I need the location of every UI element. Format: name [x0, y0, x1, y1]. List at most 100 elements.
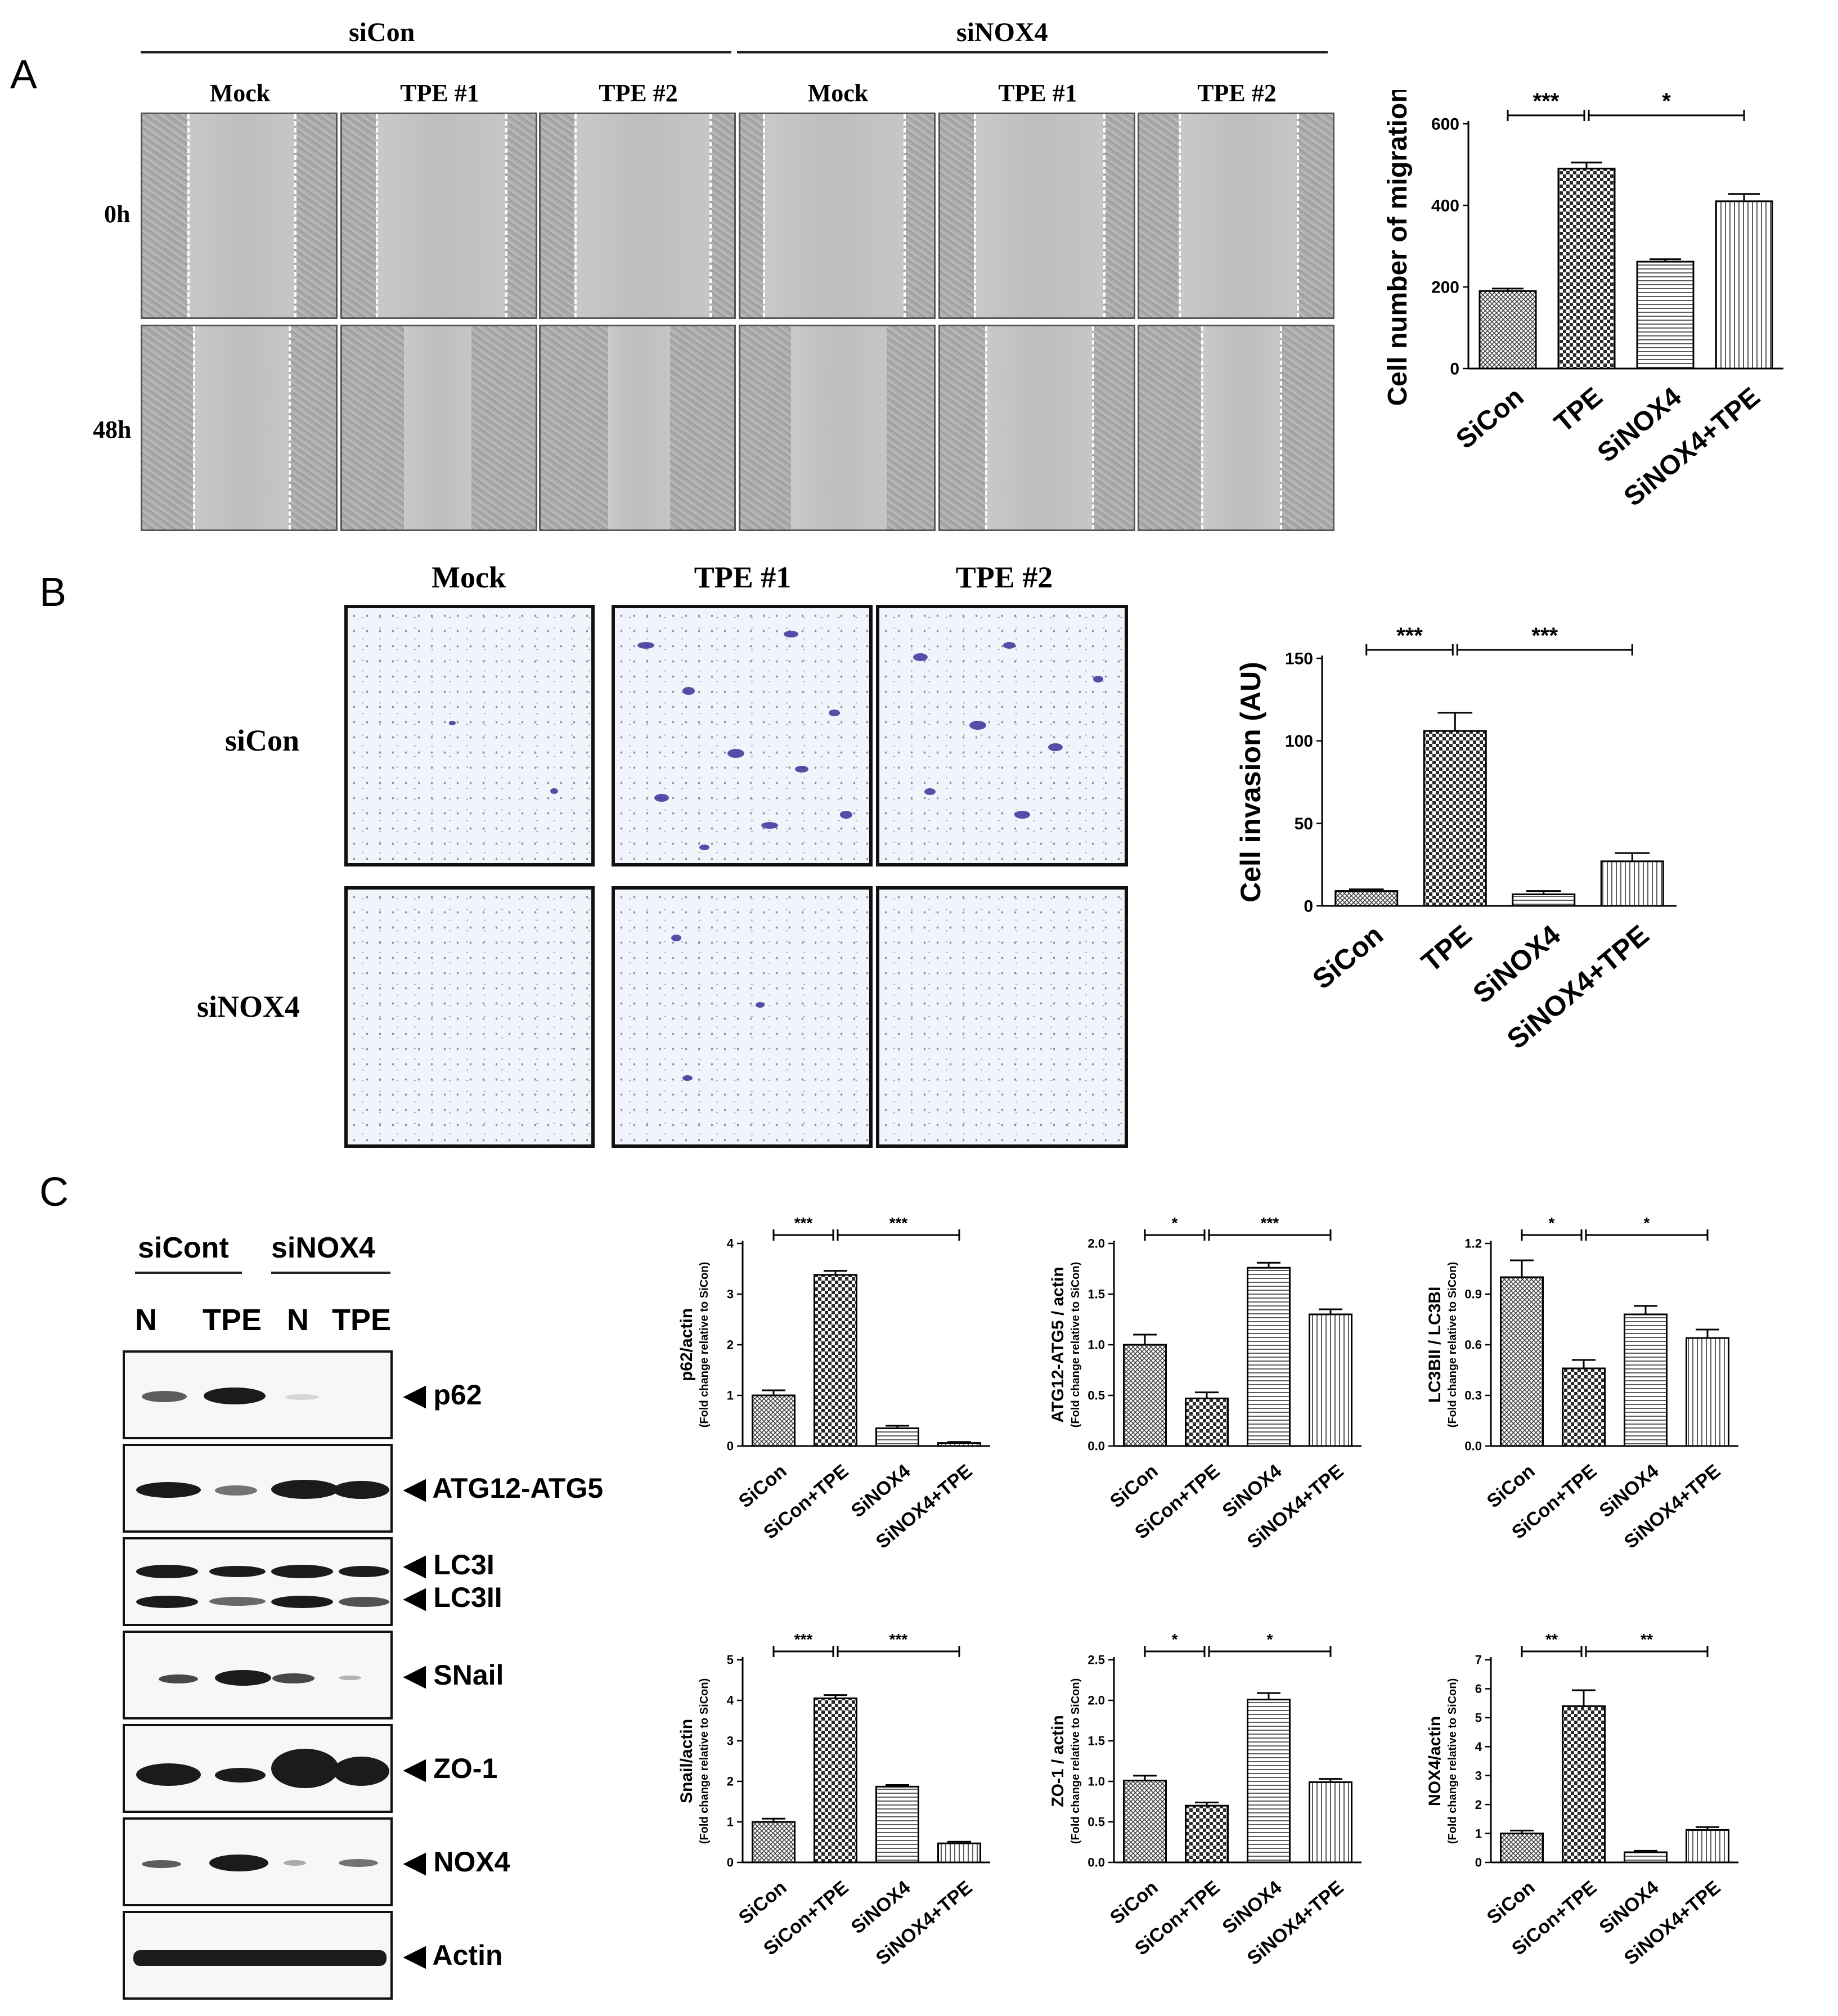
- chart-p62: 0 1 2 3 4 p62/actin (Fold change relative to S…: [677, 1214, 990, 1553]
- bar-sicon: [752, 1394, 796, 1447]
- col-label-a-5: TPE #1: [998, 79, 1077, 107]
- y-tick-label: 1.5: [1087, 1734, 1105, 1748]
- chart-atg12-atg5: 0.0 0.5 1.0 1.5 2.0 ATG12-ATG5 / actin (Fold c…: [1049, 1214, 1361, 1553]
- bar-sinox4-tpe: [1715, 200, 1773, 370]
- y-tick-label: 1: [1475, 1826, 1482, 1840]
- significance-label: ***: [1261, 1214, 1279, 1232]
- y-tick-label: 0: [1475, 1856, 1482, 1870]
- y-tick-label: 0.5: [1087, 1815, 1105, 1829]
- micrograph-sinox4-tpe2-0h: [1138, 113, 1334, 319]
- blot-actin: [123, 1911, 393, 2000]
- bar-sicon-tpe: [1562, 1705, 1606, 1864]
- y-tick-label: 3: [727, 1287, 734, 1301]
- y-tick-label: 0.6: [1464, 1338, 1482, 1352]
- blot-atg12-atg5: [123, 1444, 393, 1533]
- col-label-b-3: TPE #2: [955, 560, 1053, 594]
- y-axis-label: ATG12-ATG5 / actin: [1049, 1267, 1067, 1422]
- x-tick-label: SiCon: [1450, 382, 1529, 455]
- col-label-b-1: Mock: [432, 560, 506, 594]
- y-tick-label: 150: [1285, 650, 1313, 668]
- y-tick-label: 0.5: [1087, 1389, 1105, 1403]
- y-axis-label: ZO-1 / actin: [1049, 1715, 1067, 1807]
- y-tick-label: 0: [727, 1439, 734, 1453]
- chart-nox4: 0 1 2 3 4 5 6 7 NOX4/actin (Fold change relative …: [1426, 1631, 1738, 1969]
- y-axis-label: Cell number of migration: [1383, 90, 1413, 406]
- col-label-a-2: TPE #1: [400, 79, 479, 107]
- y-axis-label: NOX4/actin: [1426, 1716, 1444, 1806]
- bar-sicon: [1123, 1344, 1167, 1447]
- significance-label: ***: [1396, 623, 1423, 648]
- lane-label-1: N: [135, 1303, 157, 1337]
- col-label-a-4: Mock: [807, 79, 869, 107]
- significance-label: ***: [1531, 623, 1558, 648]
- blot-group-sicont: siCont: [138, 1232, 229, 1264]
- micrograph-sinox4-tpe1-0h: [938, 113, 1135, 319]
- y-tick-label: 2: [727, 1775, 734, 1789]
- bar-sicon-tpe: [1185, 1804, 1229, 1864]
- blot-group-line-sicont: [135, 1272, 242, 1274]
- bar-sinox4: [875, 1785, 919, 1864]
- group-label-sinox4: siNOX4: [956, 17, 1048, 47]
- bar-sicon: [1500, 1833, 1544, 1864]
- panel-letter-c: C: [39, 1170, 69, 1215]
- y-tick-label: 0: [1450, 360, 1459, 379]
- protein-label-atg12-atg5: ◀ ATG12-ATG5: [404, 1472, 604, 1504]
- y-tick-label: 2.5: [1087, 1653, 1105, 1667]
- group-line-sicon: [141, 51, 731, 53]
- bar-sicon: [1123, 1780, 1167, 1864]
- significance-label: *: [1267, 1631, 1273, 1648]
- micrograph-sicon-tpe1-0h: [340, 113, 537, 319]
- x-tick-label: TPE: [1549, 382, 1608, 439]
- x-tick-label: SiCon: [735, 1460, 791, 1512]
- y-tick-label: 0.0: [1464, 1439, 1482, 1453]
- y-tick-label: 5: [727, 1653, 734, 1667]
- significance-label: *: [1549, 1214, 1555, 1232]
- micrograph-sinox4-tpe2-48h: [1138, 325, 1334, 531]
- significance-label: ***: [794, 1631, 813, 1648]
- bar-sinox4-tpe: [1600, 860, 1664, 907]
- x-tick-label: SiCon: [1306, 919, 1389, 995]
- y-tick-label: 600: [1431, 115, 1459, 134]
- protein-label-lc3ii: ◀ LC3II: [404, 1582, 502, 1613]
- significance-label: ***: [1533, 90, 1560, 114]
- significance-label: *: [1172, 1631, 1178, 1648]
- bar-sicon-tpe: [1185, 1397, 1229, 1447]
- significance-label: ***: [889, 1214, 908, 1232]
- y-tick-label: 0.0: [1087, 1856, 1105, 1870]
- blot-nox4: [123, 1817, 393, 1906]
- y-axis-label: LC3BII / LC3BI: [1426, 1287, 1444, 1403]
- protein-label-nox4: ◀ NOX4: [404, 1846, 510, 1878]
- row-label-48h: 48h: [93, 416, 132, 443]
- y-tick-label: 0.3: [1464, 1389, 1482, 1403]
- bar-sinox4: [1624, 1313, 1668, 1447]
- micrograph-sicon-tpe1-48h: [340, 325, 537, 531]
- protein-label-lc3i: ◀ LC3I: [404, 1549, 495, 1581]
- protein-label-p62: ◀ p62: [404, 1379, 482, 1411]
- chart-zo1: 0.0 0.5 1.0 1.5 2.0 2.5 ZO-1 / actin (Fold chan…: [1049, 1631, 1361, 1969]
- bar-sinox4: [1247, 1267, 1291, 1447]
- bar-sinox4-tpe: [937, 1842, 981, 1864]
- transwell-sinox4-tpe1: [612, 886, 873, 1148]
- y-tick-label: 200: [1431, 279, 1459, 297]
- bar-sicon: [1334, 890, 1399, 907]
- y-tick-label: 4: [727, 1694, 734, 1708]
- panel-letter-a: A: [10, 52, 38, 97]
- chart-lc3: 0.0 0.3 0.6 0.9 1.2 LC3BII / LC3BI (Fold chang…: [1426, 1214, 1738, 1553]
- col-label-a-3: TPE #2: [599, 79, 678, 107]
- y-axis-sublabel: (Fold change relative to SiCon): [698, 1262, 711, 1427]
- y-tick-label: 0.0: [1087, 1439, 1105, 1453]
- blot-zo1: [123, 1724, 393, 1813]
- bar-sicon: [1500, 1276, 1544, 1447]
- y-axis-sublabel: (Fold change relative to SiCon): [1069, 1262, 1082, 1427]
- lane-label-2: TPE: [203, 1303, 262, 1337]
- significance-label: *: [1172, 1214, 1178, 1232]
- col-label-b-2: TPE #1: [694, 560, 792, 594]
- y-tick-label: 2: [1475, 1798, 1482, 1812]
- y-axis-sublabel: (Fold change relative to SiCon): [1069, 1678, 1082, 1844]
- chart-migration: 0 200 400 600 Cell number of migration SiCon T…: [1383, 90, 1783, 512]
- x-tick-label: SiCon: [1106, 1460, 1162, 1512]
- y-tick-label: 1: [727, 1815, 734, 1829]
- y-axis-sublabel: (Fold change relative to SiCon): [698, 1678, 711, 1844]
- bar-sinox4: [1512, 893, 1576, 907]
